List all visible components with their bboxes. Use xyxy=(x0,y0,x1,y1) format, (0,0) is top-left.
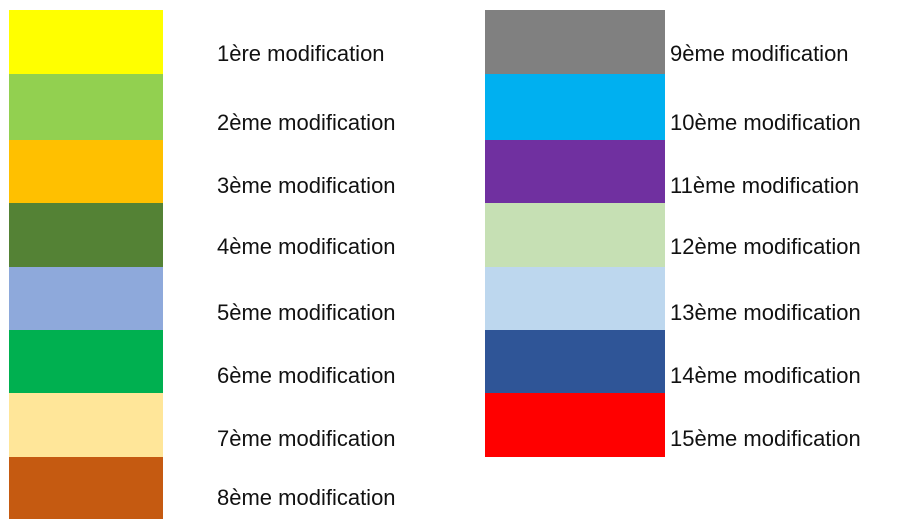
legend-label-2: 2ème modification xyxy=(217,110,396,135)
swatch-15 xyxy=(485,393,665,457)
swatch-13 xyxy=(485,267,665,330)
swatch-5 xyxy=(9,267,163,330)
legend-label-5: 5ème modification xyxy=(217,300,396,325)
legend-label-3: 3ème modification xyxy=(217,173,396,198)
legend-label-15: 15ème modification xyxy=(670,426,861,451)
swatch-1 xyxy=(9,10,163,74)
legend-label-13: 13ème modification xyxy=(670,300,861,325)
legend-label-6: 6ème modification xyxy=(217,363,396,388)
swatch-11 xyxy=(485,140,665,203)
swatch-2 xyxy=(9,74,163,140)
swatch-3 xyxy=(9,140,163,203)
swatch-8 xyxy=(9,457,163,519)
legend-label-9: 9ème modification xyxy=(670,41,849,66)
legend-label-10: 10ème modification xyxy=(670,110,861,135)
legend-label-4: 4ème modification xyxy=(217,234,396,259)
legend-label-11: 11ème modification xyxy=(670,173,860,198)
swatch-4 xyxy=(9,203,163,267)
legend-label-1: 1ère modification xyxy=(217,41,385,66)
swatch-7 xyxy=(9,393,163,457)
swatch-14 xyxy=(485,330,665,393)
swatch-10 xyxy=(485,74,665,140)
swatch-12 xyxy=(485,203,665,267)
legend-label-8: 8ème modification xyxy=(217,485,396,510)
legend-label-14: 14ème modification xyxy=(670,363,861,388)
swatch-9 xyxy=(485,10,665,74)
legend-label-7: 7ème modification xyxy=(217,426,396,451)
legend-label-12: 12ème modification xyxy=(670,234,861,259)
swatch-6 xyxy=(9,330,163,393)
